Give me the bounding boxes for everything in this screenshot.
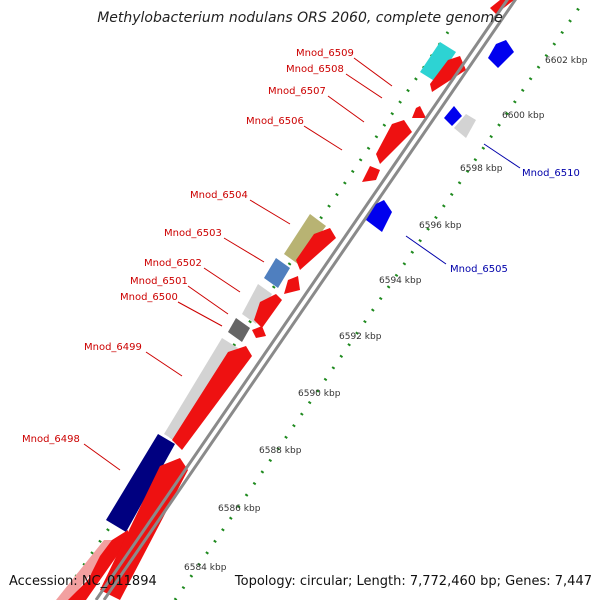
tick-label: 6592 kbp — [339, 332, 382, 342]
feature-mnod-6506-b[interactable] — [376, 120, 412, 164]
feature-mnod-6510-grey[interactable] — [454, 114, 476, 138]
leader-6508 — [345, 73, 383, 99]
tick-label: 6596 kbp — [419, 221, 462, 231]
leader-6499 — [145, 351, 183, 377]
gene-label-mnod-6507[interactable]: Mnod_6507 — [268, 86, 326, 97]
backbone-line-lower — [102, 0, 517, 600]
leader-6498 — [83, 443, 121, 471]
tick-label: 6586 kbp — [218, 504, 261, 514]
feature-mnod-6499[interactable] — [172, 346, 252, 450]
leader-6503 — [223, 237, 265, 263]
feature-mnod-6505[interactable] — [366, 200, 392, 232]
tick-label: 6600 kbp — [502, 111, 545, 121]
gene-label-mnod-6499[interactable]: Mnod_6499 — [84, 342, 142, 353]
leader-6500 — [177, 301, 223, 327]
leader-6507 — [327, 95, 365, 123]
feature-mnod-6506[interactable] — [362, 166, 380, 182]
leader-6510 — [483, 143, 521, 169]
feature-mnod-6502-c[interactable] — [284, 276, 300, 294]
accession-text: Accession: NC_011894 — [9, 574, 157, 589]
feature-mnod-6500[interactable] — [228, 318, 250, 342]
gene-label-mnod-6510[interactable]: Mnod_6510 — [522, 168, 580, 179]
leader-6509 — [353, 57, 393, 87]
feature-mnod-6502[interactable] — [252, 326, 266, 338]
feature-mnod-6503[interactable] — [264, 258, 290, 288]
leader-6505 — [405, 235, 447, 265]
tick-labels: 6584 kbp 6586 kbp 6588 kbp 6590 kbp 6592… — [184, 56, 588, 573]
tick-label: 6590 kbp — [298, 389, 341, 399]
gene-label-mnod-6504[interactable]: Mnod_6504 — [190, 190, 248, 201]
tick-label: 6584 kbp — [184, 563, 227, 573]
gene-label-mnod-6506[interactable]: Mnod_6506 — [246, 116, 304, 127]
feature-mnod-6499-grey — [164, 338, 238, 444]
gene-label-mnod-6503[interactable]: Mnod_6503 — [164, 228, 222, 239]
leader-6502 — [203, 267, 241, 293]
gene-label-mnod-6501[interactable]: Mnod_6501 — [130, 276, 188, 287]
feature-mnod-6510[interactable] — [444, 106, 462, 126]
feature-mnod-6501 — [242, 284, 272, 324]
leader-6504 — [249, 199, 291, 225]
gene-label-mnod-6508[interactable]: Mnod_6508 — [286, 64, 344, 75]
gene-label-mnod-6500[interactable]: Mnod_6500 — [120, 292, 178, 303]
genome-title: Methylobacterium nodulans ORS 2060, comp… — [97, 10, 503, 26]
feature-mnod-6509[interactable] — [420, 42, 456, 82]
backbone-line-upper — [94, 0, 509, 600]
feature-mnod-6503-red[interactable] — [296, 228, 336, 270]
feature-reverse-top[interactable] — [488, 40, 514, 68]
gene-label-mnod-6502[interactable]: Mnod_6502 — [144, 258, 202, 269]
feature-mnod-6498[interactable] — [68, 530, 128, 600]
tick-label: 6598 kbp — [460, 164, 503, 174]
feature-mnod-6508[interactable] — [430, 56, 466, 92]
tick-label: 6594 kbp — [379, 276, 422, 286]
feature-mnod-6502-b[interactable] — [254, 294, 282, 328]
feature-mnod-6504[interactable] — [284, 214, 326, 264]
feature-mnod-6507[interactable] — [412, 106, 426, 118]
leader-6506 — [303, 125, 343, 151]
leader-lines — [83, 57, 521, 471]
gene-label-mnod-6498[interactable]: Mnod_6498 — [22, 434, 80, 445]
gene-labels: Mnod_6509 Mnod_6508 Mnod_6507 Mnod_6506 … — [22, 48, 580, 445]
gene-label-mnod-6509[interactable]: Mnod_6509 — [296, 48, 354, 59]
gene-label-mnod-6505[interactable]: Mnod_6505 — [450, 264, 508, 275]
tick-label: 6602 kbp — [545, 56, 588, 66]
tick-label: 6588 kbp — [259, 446, 302, 456]
feature-mnod-6498-navy[interactable] — [106, 434, 175, 532]
genome-summary-text: Topology: circular; Length: 7,772,460 bp… — [234, 574, 592, 589]
leader-6501 — [187, 285, 229, 315]
